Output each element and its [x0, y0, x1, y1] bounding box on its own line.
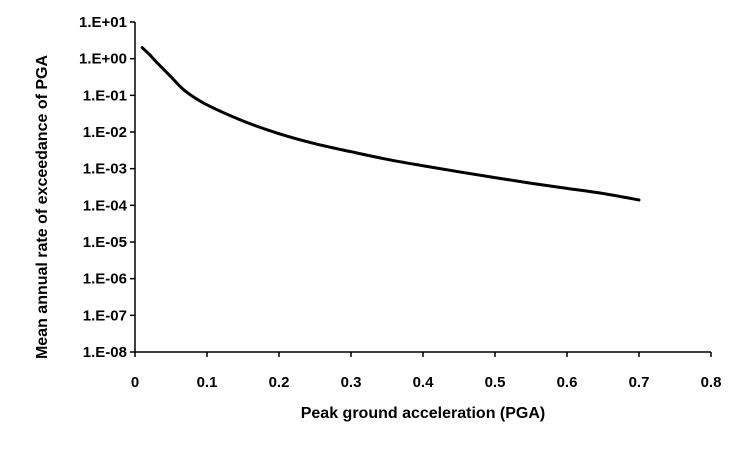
axes — [134, 22, 711, 353]
y-tick-label: 1.E-01 — [83, 87, 127, 104]
x-axis-title: Peak ground acceleration (PGA) — [301, 405, 546, 422]
x-tick-label: 0.2 — [269, 374, 290, 391]
x-tick-label: 0.4 — [413, 374, 435, 391]
x-tick-label: 0.8 — [701, 374, 722, 391]
y-tick-label: 1.E-06 — [83, 271, 127, 288]
y-tick-label: 1.E-04 — [83, 197, 128, 214]
y-tick-label: 1.E-03 — [83, 161, 127, 178]
y-tick-label: 1.E+01 — [79, 14, 127, 31]
y-tick-label: 1.E+00 — [79, 51, 127, 68]
y-axis-title: Mean annual rate of exceedance of PGA — [34, 55, 51, 360]
x-tick-label: 0.3 — [341, 374, 362, 391]
y-tick-label: 1.E-05 — [83, 234, 127, 251]
y-tick-label: 1.E-07 — [83, 307, 127, 324]
y-ticks: 1.E-08 1.E-07 1.E-06 1.E-05 1.E-04 1.E-03 1.E-… — [79, 14, 135, 361]
x-tick-label: 0.1 — [197, 374, 218, 391]
x-tick-label: 0.6 — [557, 374, 578, 391]
y-tick-label: 1.E-02 — [83, 124, 127, 141]
x-tick-label: 0 — [131, 374, 139, 391]
series-line — [140, 46, 641, 202]
series-group — [140, 46, 641, 202]
x-tick-label: 0.7 — [629, 374, 650, 391]
x-ticks: 0 0.1 0.2 0.3 0.4 0.5 0.6 0.7 0.8 — [131, 352, 722, 391]
y-tick-label: 1.E-08 — [83, 344, 127, 361]
x-tick-label: 0.5 — [485, 374, 506, 391]
